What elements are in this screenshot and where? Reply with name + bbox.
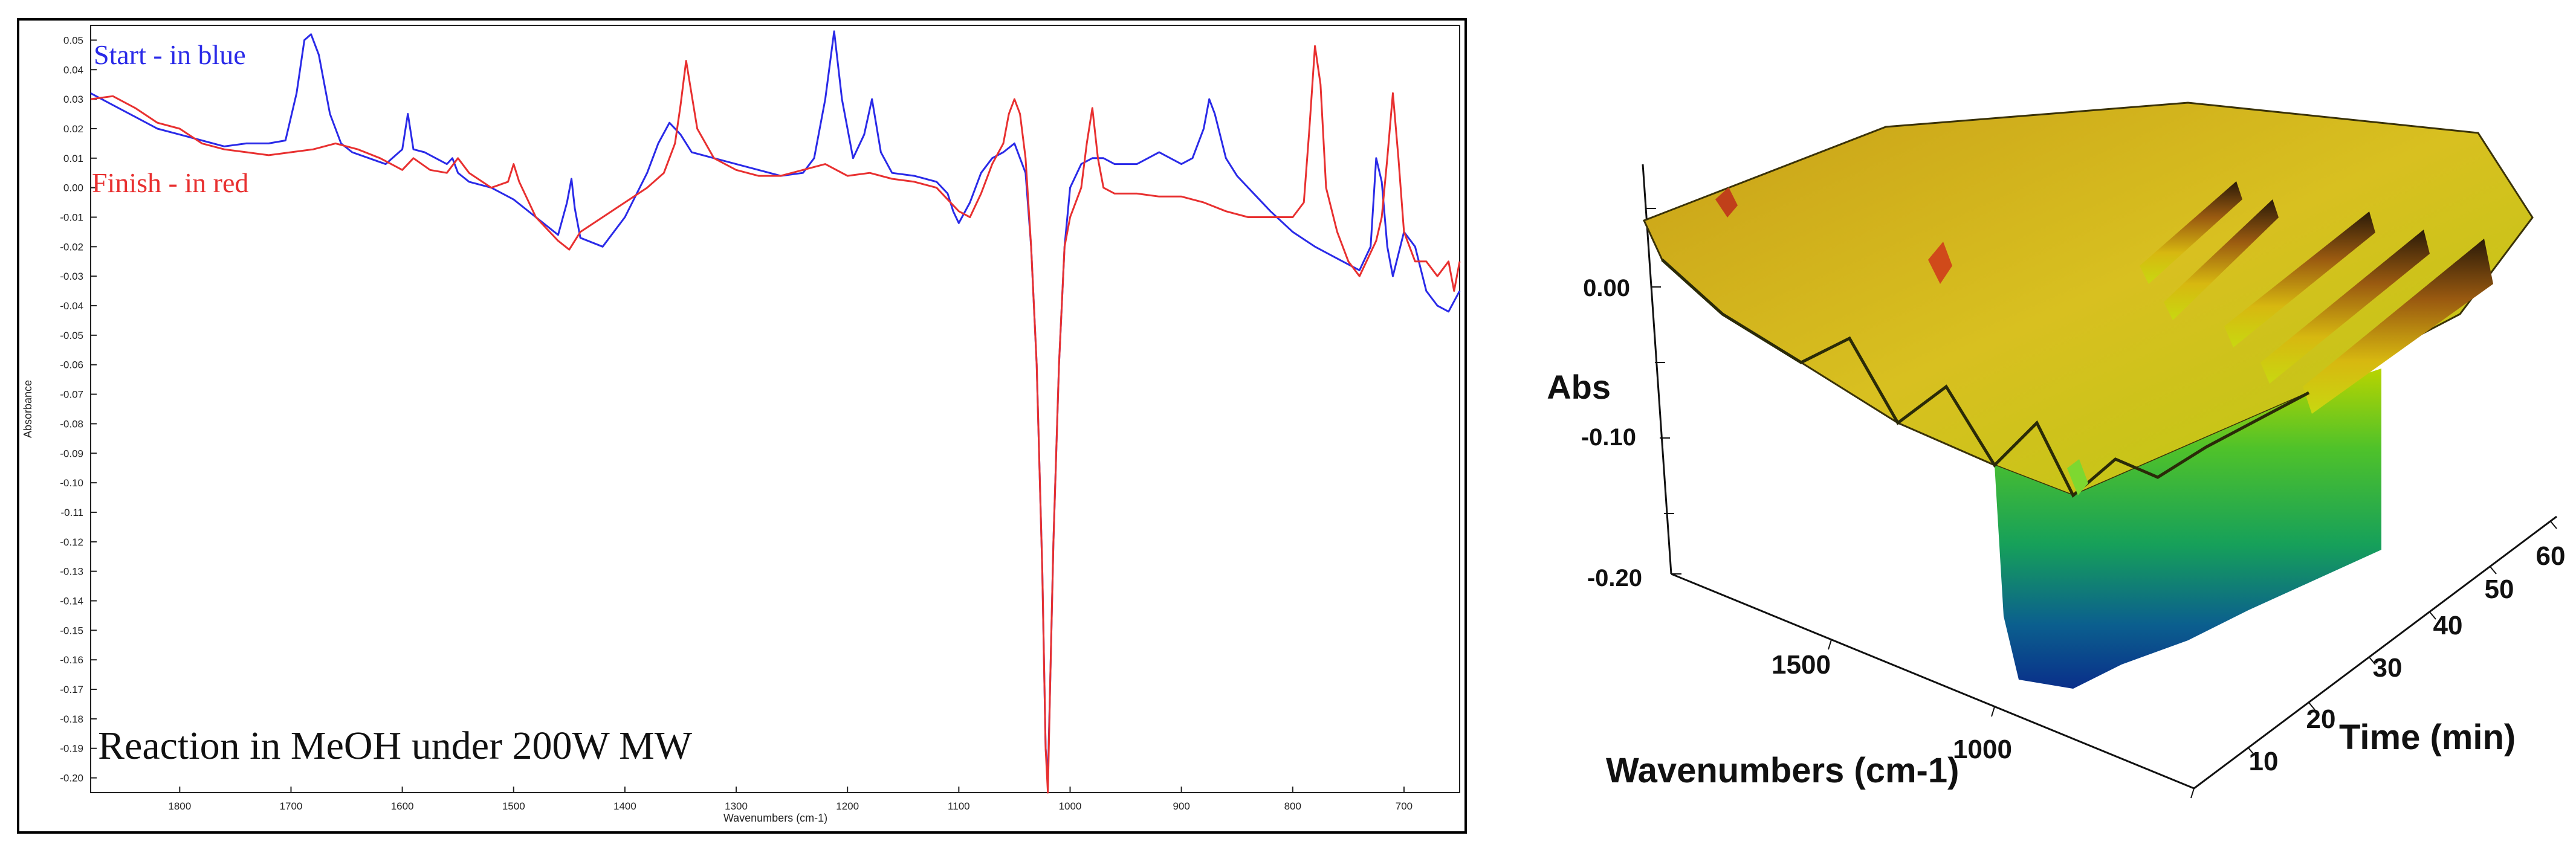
y-tick-label: -0.18 xyxy=(60,713,83,725)
y-axis-ticks: 0.05 0.04 0.03 0.02 0.01 0.00 -0.01 -0.02 -0.03 -… xyxy=(60,34,97,784)
abs-axis-title: Abs xyxy=(1547,368,1611,406)
y-tick-label: -0.17 xyxy=(60,684,83,695)
ridge-4 xyxy=(2260,230,2430,384)
y-axis-title: Absorbance xyxy=(22,380,34,438)
ridge-2 xyxy=(2164,199,2279,320)
x-tick-label: 1100 xyxy=(948,800,970,812)
z-tick-1: -0.10 xyxy=(1581,424,1636,451)
x-tick-1000: 1000 xyxy=(1953,735,2012,764)
y-tick-label: 0.05 xyxy=(63,34,83,46)
red-peak-1 xyxy=(1715,187,1738,217)
y-tick-label: -0.03 xyxy=(60,271,83,282)
y-tick-label: 0.01 xyxy=(63,153,83,164)
red-peak-2 xyxy=(1928,242,1952,284)
y-tick-label: -0.06 xyxy=(60,359,83,371)
plot-area-border xyxy=(90,25,1460,793)
x-tick-label: 1500 xyxy=(502,800,525,812)
wavenumbers-axis-title: Wavenumbers (cm-1) xyxy=(1606,751,1959,790)
y-tick-label: -0.10 xyxy=(60,477,83,489)
x-tick-1500: 1500 xyxy=(1772,650,1831,680)
z-tick-2: -0.20 xyxy=(1587,565,1642,591)
x-tick-label: 800 xyxy=(1284,800,1301,812)
z-tick-0: 0.00 xyxy=(1583,275,1630,301)
legend-start: Start - in blue xyxy=(94,39,246,70)
y-tick-label: -0.02 xyxy=(60,241,83,253)
axes-3d xyxy=(1642,164,2557,790)
t-tick-30: 30 xyxy=(2373,653,2403,683)
series-lines xyxy=(90,30,1461,794)
y-tick-label: -0.07 xyxy=(60,389,83,401)
y-tick-label: -0.09 xyxy=(60,448,83,459)
3d-surface-chart: 0.00 -0.10 -0.20 Abs 1500 1000 Wavenumbe… xyxy=(1547,101,2566,799)
x-tick-label: 1000 xyxy=(1059,800,1082,812)
time-axis-title: Time (min) xyxy=(2339,718,2516,757)
t-tick-40: 40 xyxy=(2433,611,2463,640)
legend-finish: Finish - in red xyxy=(92,167,248,198)
y-tick-label: -0.04 xyxy=(60,300,83,312)
y-tick-label: -0.19 xyxy=(60,743,83,755)
axis-tick-marks xyxy=(1646,208,2557,799)
t-tick-60: 60 xyxy=(2536,541,2566,571)
ridge-1 xyxy=(2140,181,2242,284)
y-tick-label: 0.02 xyxy=(63,123,83,135)
finish-series-line xyxy=(90,45,1461,794)
t-tick-10: 10 xyxy=(2249,747,2279,776)
ridge-5 xyxy=(2303,239,2493,414)
surface-front-wall xyxy=(1995,369,2381,689)
green-bump xyxy=(2067,459,2088,495)
x-tick-label: 700 xyxy=(1396,800,1413,812)
surface-front-edge xyxy=(1661,259,2310,498)
start-series-line xyxy=(90,30,1461,779)
y-tick-label: -0.11 xyxy=(61,507,84,518)
surface-plot xyxy=(1642,101,2534,689)
plot-frame xyxy=(17,18,1467,834)
x-tick-label: 1400 xyxy=(613,800,636,812)
y-tick-label: -0.20 xyxy=(60,773,83,784)
y-tick-label: -0.14 xyxy=(60,596,83,607)
y-tick-label: -0.16 xyxy=(60,654,83,666)
x-tick-label: 1800 xyxy=(168,800,191,812)
surface-top xyxy=(1642,101,2534,497)
x-axis-ticks: 1800 1700 1600 1500 1400 1300 1200 1100 1000 900 8… xyxy=(168,787,1413,812)
y-tick-label: -0.08 xyxy=(60,418,83,430)
x-tick-label: 1600 xyxy=(391,800,414,812)
t-tick-20: 20 xyxy=(2306,704,2336,734)
y-tick-label: 0.00 xyxy=(63,182,83,194)
y-tick-label: -0.13 xyxy=(60,566,83,578)
t-tick-50: 50 xyxy=(2485,575,2514,604)
ridge-3 xyxy=(2224,211,2375,347)
y-tick-label: -0.12 xyxy=(60,536,83,548)
absorbance-spectrum-chart: 0.05 0.04 0.03 0.02 0.01 0.00 -0.01 -0.02 -0.03 -… xyxy=(17,18,1467,834)
x-tick-label: 1700 xyxy=(280,800,303,812)
y-tick-label: -0.15 xyxy=(60,625,83,636)
x-axis-title: Wavenumbers (cm-1) xyxy=(723,812,827,824)
y-tick-label: -0.05 xyxy=(60,330,83,341)
y-tick-label: -0.01 xyxy=(60,212,83,224)
x-tick-label: 900 xyxy=(1173,800,1189,812)
x-tick-label: 1200 xyxy=(836,800,859,812)
y-tick-label: 0.04 xyxy=(63,64,83,76)
y-tick-label: 0.03 xyxy=(63,94,83,105)
x-tick-label: 1300 xyxy=(725,800,748,812)
reaction-caption: Reaction in MeOH under 200W MW xyxy=(98,724,693,768)
